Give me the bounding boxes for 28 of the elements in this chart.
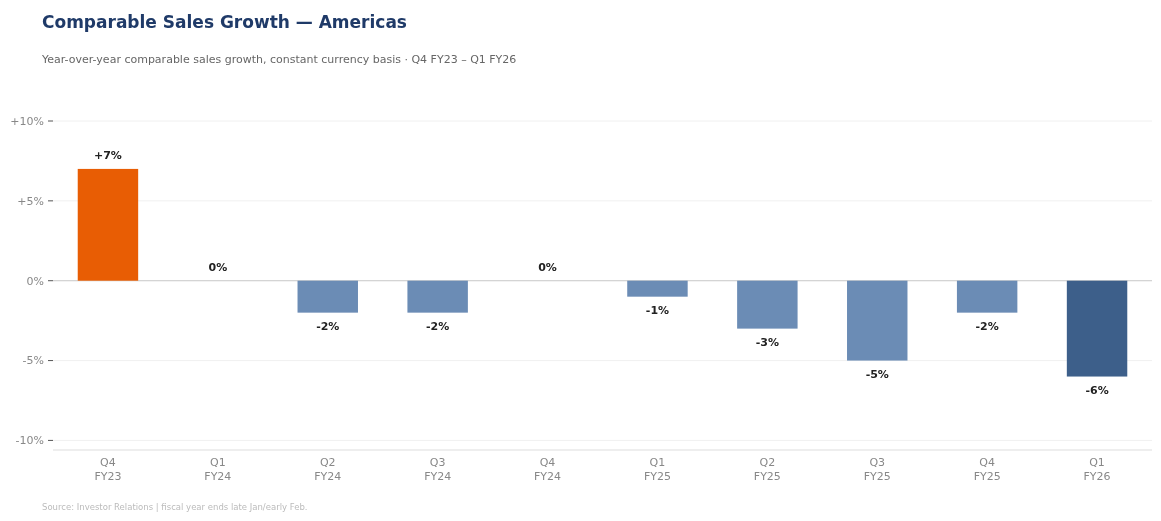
y-tick-label: -5% [22,354,44,368]
data-label: -2% [316,319,340,333]
data-label: -2% [426,319,450,333]
x-tick-label: Q3 FY24 [424,456,452,483]
y-tick-label: 0% [26,274,44,288]
x-tick-label: Q4 FY25 [973,456,1001,483]
data-label: -3% [755,335,779,349]
x-tick-label: Q1 FY26 [1083,456,1111,483]
data-label: 0% [208,260,228,274]
data-label: -1% [645,303,670,317]
x-tick-label: Q1 FY25 [643,456,671,483]
data-label: -5% [865,367,889,381]
chart-title: Comparable Sales Growth — Americas [42,12,407,32]
data-label: -6% [1085,383,1109,397]
x-tick-label: Q2 FY24 [314,456,342,483]
source-note: Source: Investor Relations | fiscal year ends late Jan/early Feb. [42,502,308,512]
y-tick-label: +5% [17,194,44,208]
data-label: +7% [94,148,122,162]
y-tick-label: -10% [15,434,44,448]
x-tick-label: Q1 FY24 [204,456,232,483]
x-tick-label: Q2 FY25 [753,456,781,483]
x-tick-label: Q4 FY24 [534,456,562,483]
x-tick-label: Q3 FY25 [863,456,891,483]
chart-subtitle: Year-over-year comparable sales growth, constant currency basis · Q4 FY23 – Q1 FY26 [41,53,517,66]
y-tick-label: +10% [10,114,44,128]
data-label: -2% [975,319,999,333]
data-label: 0% [538,260,557,274]
x-tick-label: Q4 FY23 [94,456,122,483]
